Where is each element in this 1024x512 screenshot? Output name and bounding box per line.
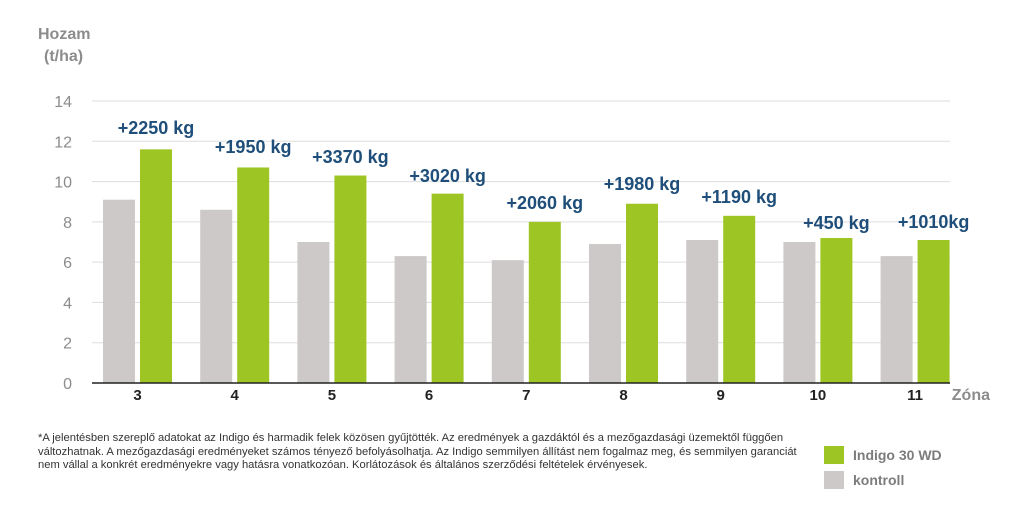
disclaimer-footnote: *A jelentésben szereplő adatokat az Indi… [38, 432, 797, 471]
bar-indigo [528, 221, 561, 383]
y-tick-label: 6 [63, 255, 72, 272]
y-tick-label: 0 [63, 376, 72, 393]
x-tick-label: 9 [717, 387, 725, 404]
bar-kontroll [686, 239, 719, 383]
bar-indigo [140, 149, 172, 383]
y-tick-label: 2 [63, 336, 72, 353]
bar-indigo [820, 237, 853, 383]
x-tick-label: 4 [231, 387, 240, 404]
bar-indigo [237, 167, 270, 383]
x-tick-label: 7 [522, 387, 530, 404]
difference-label: +450 kg [803, 213, 870, 233]
legend-item-indigo: Indigo 30 WD [824, 444, 942, 466]
y-tick-label: 14 [54, 94, 72, 111]
y-tick-label: 12 [54, 134, 72, 151]
bar-kontroll [589, 244, 621, 383]
difference-label: +3370 kg [312, 147, 389, 167]
y-axis-label-line-1: Hozam [38, 26, 91, 43]
difference-label: +2060 kg [507, 193, 584, 213]
x-tick-label: 3 [133, 387, 141, 404]
y-axis-label-line-2: (t/ha) [44, 48, 84, 65]
x-tick-label: 10 [810, 387, 827, 404]
difference-label: +1010kg [898, 212, 970, 232]
bar-indigo [626, 203, 658, 383]
difference-label: +1950 kg [215, 137, 292, 157]
legend-label-indigo: Indigo 30 WD [853, 447, 942, 463]
bar-kontroll [394, 256, 427, 383]
bar-kontroll [783, 242, 816, 383]
legend-swatch-indigo [824, 446, 844, 464]
x-tick-label: 8 [619, 387, 627, 404]
bar-indigo [917, 239, 950, 383]
y-tick-label: 8 [63, 215, 72, 232]
legend-label-kontroll: kontroll [853, 472, 905, 488]
legend-item-kontroll: kontroll [824, 469, 942, 491]
bar-kontroll [200, 209, 233, 383]
x-axis-label: Zóna [952, 387, 990, 404]
legend-swatch-kontroll [824, 471, 844, 489]
bar-kontroll [103, 199, 135, 383]
bar-indigo [723, 215, 756, 383]
legend: Indigo 30 WD kontroll [824, 444, 942, 494]
x-tick-label: 5 [328, 387, 336, 404]
bar-indigo [334, 175, 367, 383]
y-axis-label: Hozam (t/ha) [38, 24, 90, 68]
y-tick-label: 4 [63, 295, 72, 312]
difference-label: +1980 kg [604, 174, 681, 194]
bar-kontroll [297, 242, 330, 383]
bar-indigo [431, 193, 464, 383]
difference-label: +3020 kg [409, 166, 486, 186]
y-tick-label: 10 [54, 175, 72, 192]
bar-kontroll [491, 260, 524, 383]
bar-chart: 0 2 4 6 8 10 12 14 3 +2250 kg 4 +1950 kg 5 +3370 kg 6 +… [54, 94, 990, 404]
difference-label: +2250 kg [118, 118, 195, 138]
x-tick-label: 6 [425, 387, 433, 404]
x-tick-label: 11 [907, 387, 923, 404]
bar-kontroll [880, 256, 913, 383]
difference-label: +1190 kg [701, 187, 777, 207]
